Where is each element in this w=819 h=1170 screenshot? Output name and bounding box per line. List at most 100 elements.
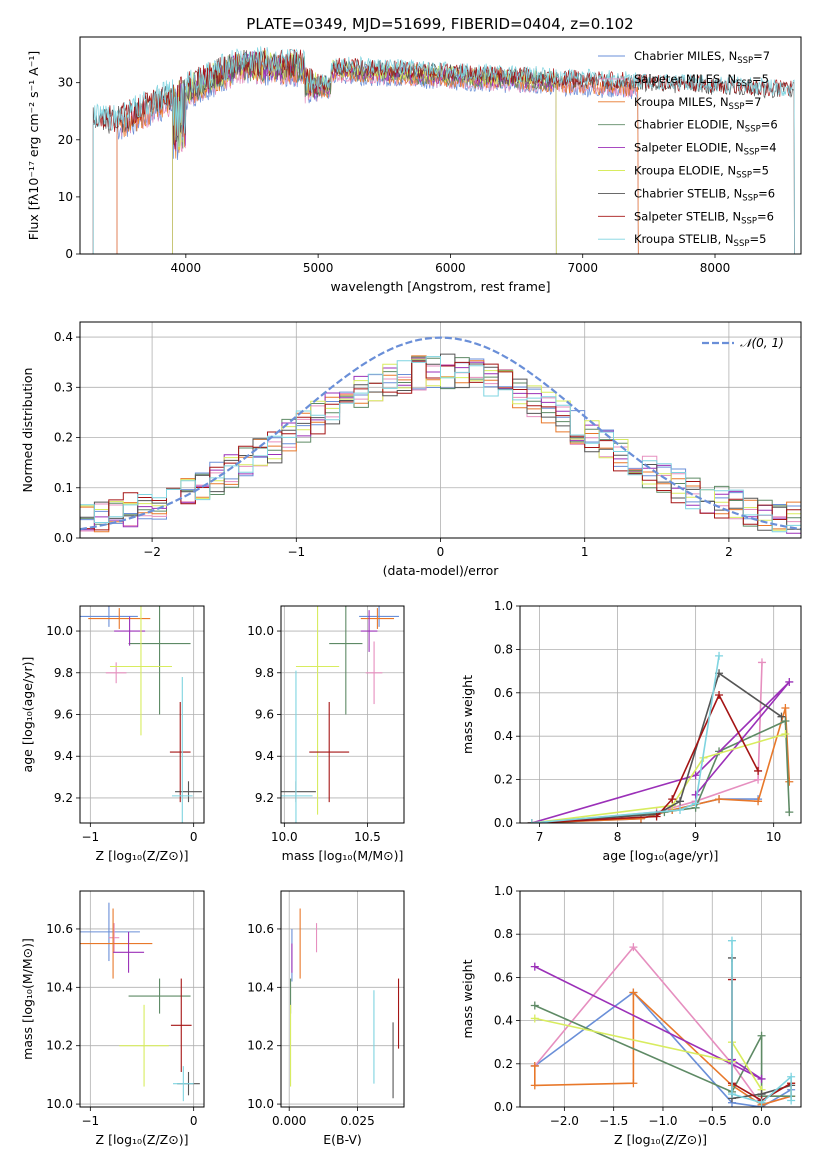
legend-subscript: SSP	[729, 102, 745, 112]
figure-title: PLATE=0349, MJD=51699, FIBERID=0404, z=0…	[246, 15, 633, 33]
weight-marker	[530, 1001, 539, 1010]
x-tick-label: 0	[190, 830, 198, 844]
axes-frame	[519, 605, 802, 824]
y-tick-label: 0.6	[494, 686, 513, 700]
legend-name: Salpeter ELODIE, N	[634, 141, 744, 155]
y-tick-label: 10.2	[46, 1039, 73, 1053]
y-tick-label: 0.0	[54, 531, 73, 545]
axes-frame	[79, 36, 802, 255]
x-axis-label: Z [log₁₀(Z/Z⊙)]	[614, 1132, 707, 1147]
y-tick-label: 20	[58, 133, 73, 147]
x-tick-label: −1.0	[648, 1114, 677, 1128]
weight-marker	[727, 936, 736, 945]
weight-marker	[754, 797, 763, 806]
weight-line	[531, 681, 790, 823]
weight-marker	[691, 790, 700, 799]
y-tick-label: 10.0	[247, 1097, 274, 1111]
weight-marker	[530, 1014, 539, 1023]
weight-marker	[757, 1031, 766, 1040]
y-tick-label: 10	[58, 190, 73, 204]
weight-marker	[629, 988, 638, 997]
y-tick-label: 9.4	[54, 749, 73, 763]
y-tick-label: 9.6	[255, 708, 274, 722]
legend-name: Chabrier ELODIE, N	[634, 118, 745, 132]
legend-subscript: SSP	[736, 171, 752, 181]
legend-name: Salpeter STELIB, N	[634, 209, 741, 223]
axes-frame	[79, 321, 802, 539]
y-tick-label: 10.4	[46, 980, 73, 994]
y-tick-label: 0.0	[494, 816, 513, 830]
legend-suffix: =5	[752, 164, 769, 178]
legend-entry: Chabrier STELIB, NSSP=6	[634, 186, 775, 203]
x-tick-label: 0.025	[340, 1114, 374, 1128]
x-tick-label: 10	[766, 830, 781, 844]
x-tick-label: 9	[692, 830, 700, 844]
y-axis-label: age [log₁₀(age/yr)]	[20, 657, 35, 773]
weight-marker	[715, 651, 724, 660]
weight-marker	[629, 943, 638, 952]
y-tick-label: 0.6	[494, 970, 513, 984]
axes-frame	[79, 890, 205, 1108]
legend-entry: Kroupa ELODIE, NSSP=5	[634, 164, 769, 181]
y-axis-label: mass weight	[460, 675, 475, 754]
axes-frame	[280, 605, 405, 824]
chart-spectrum: 4000 5000 6000 7000 8000 0 10 20 30 wavelength [A…	[26, 36, 802, 294]
weight-marker	[781, 703, 790, 712]
x-tick-label: 0.0	[752, 1114, 771, 1128]
legend-name: Kroupa ELODIE, N	[634, 164, 736, 178]
weight-marker	[787, 1072, 796, 1081]
chart-age-vs-Z: −1 0 9.2 9.4 9.6 9.8 10.0 Z [log₁₀(Z/Z⊙)] age [l…	[20, 605, 205, 863]
y-axis-label: mass [log₁₀(M/M⊙)]	[20, 938, 35, 1060]
legend-entry: Salpeter STELIB, NSSP=6	[634, 209, 774, 226]
axes-frame	[519, 890, 802, 1108]
x-axis-label: age [log₁₀(age/yr)]	[603, 848, 719, 863]
y-tick-label: 30	[58, 76, 73, 90]
weight-marker	[527, 819, 536, 823]
weight-marker	[629, 1079, 638, 1088]
weight-marker	[754, 766, 763, 775]
weight-line	[534, 1017, 763, 1091]
y-axis-label: mass weight	[460, 959, 475, 1038]
spectrum-line	[92, 46, 795, 254]
y-tick-label: 9.2	[255, 791, 274, 805]
legend-subscript: SSP	[741, 216, 757, 226]
x-tick-label: −2	[143, 545, 161, 559]
plot-area	[80, 336, 801, 538]
histogram-step	[80, 356, 801, 538]
y-tick-label: 0.3	[54, 380, 73, 394]
y-tick-label: 0.0	[494, 1100, 513, 1114]
legend-entry: Chabrier MILES, NSSP=7	[634, 49, 770, 66]
y-tick-label: 0.2	[494, 1057, 513, 1071]
y-tick-label: 9.6	[54, 708, 73, 722]
normal-curve	[80, 336, 801, 531]
weight-marker	[781, 730, 790, 739]
x-tick-label: 6000	[435, 261, 466, 275]
weight-marker	[777, 712, 786, 721]
legend-suffix: =6	[758, 186, 775, 200]
weight-marker	[530, 962, 539, 971]
legend-entry: Kroupa STELIB, NSSP=5	[634, 232, 766, 249]
plot-area	[290, 908, 400, 1099]
weight-line	[534, 965, 763, 1080]
x-tick-label: −1	[81, 830, 99, 844]
legend-entry: 𝒩(0, 1)	[740, 336, 784, 350]
x-tick-label: 8	[614, 830, 622, 844]
weight-marker	[691, 799, 700, 808]
weight-line	[531, 707, 791, 823]
x-tick-label: −1	[81, 1114, 99, 1128]
legend-name: Kroupa MILES, N	[634, 95, 729, 109]
weight-marker	[727, 1090, 736, 1099]
x-tick-label: 2	[725, 545, 733, 559]
x-tick-label: −1.5	[599, 1114, 628, 1128]
weight-line	[531, 733, 786, 823]
x-tick-label: −2.0	[550, 1114, 579, 1128]
weight-marker	[757, 1098, 766, 1107]
x-tick-label: 10.5	[354, 830, 381, 844]
x-axis-label: (data-model)/error	[383, 563, 500, 578]
legend-entry: Kroupa MILES, NSSP=7	[634, 95, 761, 112]
weight-marker	[668, 795, 677, 804]
legend-suffix: =7	[753, 49, 770, 63]
weight-marker	[715, 795, 724, 804]
x-tick-label: 4000	[171, 261, 202, 275]
